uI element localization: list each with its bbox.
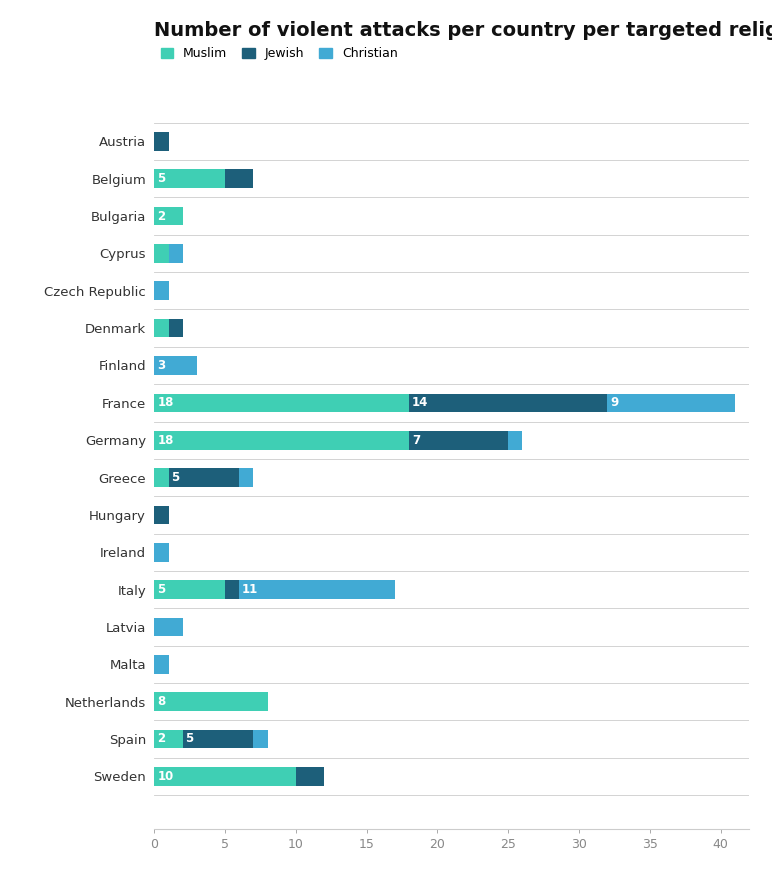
Bar (508, 431, 523, 450)
Bar (154, 207, 183, 225)
Bar (225, 580, 239, 599)
Bar (154, 169, 225, 188)
Bar (253, 730, 268, 748)
Bar (608, 394, 735, 413)
Bar (225, 169, 253, 188)
Text: 18: 18 (157, 434, 174, 446)
Text: 5: 5 (185, 732, 194, 746)
Bar (154, 468, 168, 486)
Bar (154, 617, 183, 636)
Bar (296, 767, 324, 786)
Bar (168, 319, 183, 338)
Text: 7: 7 (412, 434, 420, 446)
Bar (154, 282, 168, 300)
Bar (409, 394, 608, 413)
Text: 2: 2 (157, 732, 165, 746)
Bar (154, 730, 183, 748)
Bar (154, 505, 168, 524)
Text: 5: 5 (171, 471, 180, 484)
Text: 5: 5 (157, 583, 165, 596)
Bar (154, 767, 296, 786)
Bar (154, 431, 409, 450)
Bar (154, 580, 225, 599)
Bar (239, 468, 253, 486)
Bar (154, 244, 168, 263)
Bar (154, 319, 168, 338)
Text: 11: 11 (242, 583, 259, 596)
Text: 9: 9 (610, 396, 618, 409)
Bar (154, 132, 168, 151)
Text: 2: 2 (157, 209, 165, 223)
Text: 10: 10 (157, 770, 174, 783)
Bar (239, 580, 395, 599)
Bar (183, 730, 253, 748)
Text: 8: 8 (157, 695, 165, 708)
Bar (154, 692, 268, 711)
Text: 14: 14 (412, 396, 428, 409)
Text: 18: 18 (157, 396, 174, 409)
Bar (154, 356, 197, 375)
Text: Number of violent attacks per country per targeted religion: Number of violent attacks per country pe… (154, 21, 772, 40)
Bar (168, 468, 239, 486)
Legend: Muslim, Jewish, Christian: Muslim, Jewish, Christian (161, 47, 398, 61)
Bar (154, 543, 168, 561)
Bar (409, 431, 508, 450)
Text: 5: 5 (157, 172, 165, 185)
Bar (154, 394, 409, 413)
Text: 3: 3 (157, 359, 165, 372)
Bar (154, 655, 168, 674)
Bar (168, 244, 183, 263)
